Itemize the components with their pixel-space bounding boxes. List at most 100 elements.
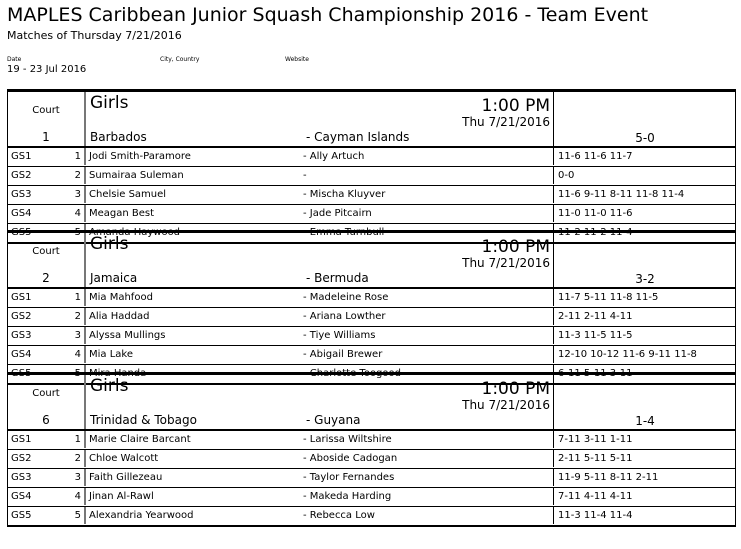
game-scores: 11-0 11-0 11-6 [553, 205, 738, 222]
player-name: Jodi Smith-Paramore [84, 148, 191, 165]
table-row: GS3 3 Alyssa Mullings - Tiye Williams 11… [7, 326, 736, 345]
game-scores: 0-0 [553, 167, 738, 184]
division: Girls [90, 234, 129, 254]
table-row: GS4 4 Jinan Al-Rawl - Makeda Harding 7-1… [7, 487, 736, 506]
match-code: GS3 [11, 330, 32, 341]
away-team: - Cayman Islands [306, 130, 410, 144]
division: Girls [90, 93, 129, 113]
match-code: GS3 [11, 472, 32, 483]
match-code: GS2 [11, 453, 32, 464]
table-row: GS4 4 Meagan Best - Jade Pitcairn 11-0 1… [7, 204, 736, 223]
match-number: 3 [74, 330, 81, 341]
court-label: Court [32, 388, 60, 399]
match-block: Court 6 Girls Trinidad & Tobago - Guyana… [7, 372, 736, 527]
opponent-name: - Aboside Cadogan [303, 453, 398, 464]
division: Girls [90, 376, 129, 396]
team-score: 1-4 [635, 414, 655, 428]
opponent-name: - Makeda Harding [303, 491, 392, 502]
game-scores: 11-6 11-6 11-7 [553, 148, 738, 165]
city-label: City, Country [160, 56, 200, 63]
match-header: Court 6 Girls Trinidad & Tobago - Guyana… [7, 372, 736, 429]
game-scores: 7-11 3-11 1-11 [553, 431, 738, 448]
match-block: Court 2 Girls Jamaica - Bermuda 1:00 PM … [7, 230, 736, 385]
player-name: Alyssa Mullings [84, 327, 165, 344]
team-score: 5-0 [635, 131, 655, 145]
court-number: 2 [42, 271, 50, 285]
team-score-cell: 1-4 [553, 375, 736, 429]
game-scores: 11-9 5-11 8-11 2-11 [553, 469, 738, 486]
court-label: Court [32, 246, 60, 257]
table-row: GS1 1 Jodi Smith-Paramore - Ally Artuch … [7, 146, 736, 166]
game-scores: 2-11 5-11 5-11 [553, 450, 738, 467]
player-name: Marie Claire Barcant [84, 431, 191, 448]
table-row: GS2 2 Sumairaa Suleman - 0-0 [7, 166, 736, 185]
game-scores: 7-11 4-11 4-11 [553, 488, 738, 505]
game-scores: 12-10 10-12 11-6 9-11 11-8 [553, 346, 738, 363]
opponent-name: - Mischa Kluyver [303, 189, 386, 200]
player-name: Mia Mahfood [84, 289, 153, 306]
date-label: Date [7, 56, 22, 63]
player-name: Meagan Best [84, 205, 154, 222]
table-row: GS5 5 Alexandria Yearwood - Rebecca Low … [7, 506, 736, 527]
player-name: Jinan Al-Rawl [84, 488, 154, 505]
player-name: Chloe Walcott [84, 450, 158, 467]
opponent-name: - Jade Pitcairn [303, 208, 372, 219]
game-scores: 11-7 5-11 11-8 11-5 [553, 289, 738, 306]
court-cell: Court 2 [8, 233, 86, 287]
match-number: 1 [74, 151, 81, 162]
match-block: Court 1 Girls Barbados - Cayman Islands … [7, 89, 736, 244]
away-team: - Guyana [306, 413, 361, 427]
table-row: GS2 2 Alia Haddad - Ariana Lowther 2-11 … [7, 307, 736, 326]
court-cell: Court 6 [8, 375, 86, 429]
opponent-name: - Abigail Brewer [303, 349, 383, 360]
player-name: Faith Gillezeau [84, 469, 162, 486]
page-title: MAPLES Caribbean Junior Squash Champions… [7, 4, 649, 26]
court-cell: Court 1 [8, 92, 86, 146]
match-code: GS4 [11, 208, 32, 219]
opponent-name: - [303, 170, 307, 181]
match-header: Court 1 Girls Barbados - Cayman Islands … [7, 89, 736, 146]
match-header: Court 2 Girls Jamaica - Bermuda 1:00 PM … [7, 230, 736, 287]
match-date: Thu 7/21/2016 [462, 398, 550, 412]
website-label: Website [285, 56, 309, 63]
court-label: Court [32, 105, 60, 116]
player-name: Chelsie Samuel [84, 186, 166, 203]
match-number: 2 [74, 311, 81, 322]
table-row: GS1 1 Marie Claire Barcant - Larissa Wil… [7, 429, 736, 449]
opponent-name: - Taylor Fernandes [303, 472, 395, 483]
match-number: 2 [74, 453, 81, 464]
team-score-cell: 3-2 [553, 233, 736, 287]
match-date: Thu 7/21/2016 [462, 115, 550, 129]
opponent-name: - Rebecca Low [303, 510, 375, 521]
player-name: Alia Haddad [84, 308, 150, 325]
match-code: GS4 [11, 491, 32, 502]
match-number: 4 [74, 349, 81, 360]
opponent-name: - Madeleine Rose [303, 292, 389, 303]
opponent-name: - Ally Artuch [303, 151, 365, 162]
match-number: 5 [74, 510, 81, 521]
team-score: 3-2 [635, 272, 655, 286]
home-team: Trinidad & Tobago [90, 413, 197, 427]
match-number: 4 [74, 208, 81, 219]
table-row: GS1 1 Mia Mahfood - Madeleine Rose 11-7 … [7, 287, 736, 307]
table-row: GS2 2 Chloe Walcott - Aboside Cadogan 2-… [7, 449, 736, 468]
match-number: 2 [74, 170, 81, 181]
match-number: 4 [74, 491, 81, 502]
home-team: Jamaica [90, 271, 138, 285]
match-code: GS2 [11, 311, 32, 322]
page-subtitle: Matches of Thursday 7/21/2016 [7, 29, 182, 42]
match-time: 1:00 PM [481, 96, 551, 116]
match-code: GS5 [11, 510, 32, 521]
game-scores: 11-3 11-5 11-5 [553, 327, 738, 344]
date-value: 19 - 23 Jul 2016 [7, 64, 87, 75]
match-number: 1 [74, 292, 81, 303]
player-name: Mia Lake [84, 346, 133, 363]
player-name: Alexandria Yearwood [84, 507, 193, 524]
match-code: GS1 [11, 292, 32, 303]
table-row: GS3 3 Faith Gillezeau - Taylor Fernandes… [7, 468, 736, 487]
team-score-cell: 5-0 [553, 92, 736, 146]
match-code: GS1 [11, 151, 32, 162]
match-time: 1:00 PM [481, 237, 551, 257]
table-row: GS4 4 Mia Lake - Abigail Brewer 12-10 10… [7, 345, 736, 364]
player-name: Sumairaa Suleman [84, 167, 184, 184]
